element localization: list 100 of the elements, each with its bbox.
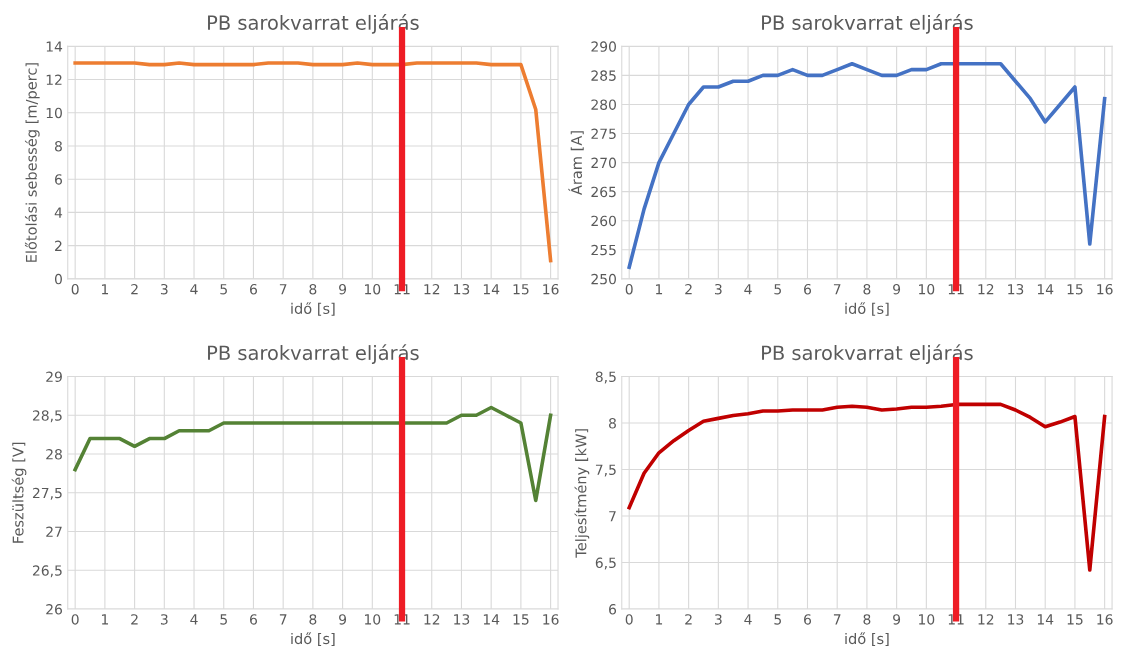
x-tick-label: 11 — [394, 614, 410, 625]
x-tick-label: 6 — [804, 283, 812, 295]
x-tick-label: 1 — [656, 614, 663, 625]
y-tick-label: 14 — [46, 41, 63, 52]
x-tick-label: 11 — [948, 614, 964, 625]
y-tick-label: 26 — [46, 604, 62, 615]
chart-title: PB sarokvarrat eljárás — [208, 14, 419, 34]
y-tick-label: 270 — [591, 157, 616, 169]
chart-title: PB sarokvarrat eljárás — [208, 344, 419, 364]
x-tick-label: 9 — [339, 614, 347, 625]
x-tick-label: 1 — [656, 284, 663, 295]
x-tick-label: 3 — [714, 283, 722, 295]
x-tick-label: 10 — [365, 614, 381, 625]
y-tick-label: 255 — [591, 244, 616, 256]
x-tick-label: 4 — [190, 284, 198, 295]
x-tick-label: 8 — [309, 614, 317, 625]
y-tick-label: 7 — [609, 511, 616, 522]
line-series — [627, 402, 1107, 572]
x-tick-label: 2 — [685, 283, 692, 295]
y-tick-label: 285 — [591, 70, 616, 81]
y-axis-title: Áram [A] — [568, 131, 584, 196]
line-series — [73, 61, 553, 263]
x-tick-label: 12 — [424, 614, 440, 625]
x-tick-label: 0 — [625, 614, 633, 625]
x-tick-label: 9 — [339, 283, 347, 295]
x-tick-label: 10 — [919, 283, 935, 295]
y-tick-label: 4 — [54, 207, 63, 218]
x-tick-label: 9 — [893, 614, 901, 625]
x-tick-label: 16 — [543, 283, 559, 295]
y-tick-label: 275 — [591, 128, 616, 140]
x-tick-label: 16 — [543, 614, 559, 625]
y-axis-title: Előtolási sebesség [m/perc] — [24, 63, 40, 262]
y-tick-label: 26,5 — [32, 565, 62, 578]
x-tick-label: 7 — [279, 284, 287, 295]
x-tick-label: 5 — [774, 284, 781, 295]
x-tick-label: 0 — [71, 614, 79, 625]
x-tick-label: 13 — [454, 614, 470, 625]
x-tick-label: 4 — [744, 614, 752, 625]
x-tick-label: 2 — [131, 614, 138, 625]
line-series — [73, 405, 553, 503]
x-tick-label: 5 — [774, 614, 781, 625]
y-tick-label: 8,5 — [595, 371, 616, 384]
y-tick-label: 260 — [591, 215, 616, 227]
x-tick-label: 14 — [1037, 614, 1054, 625]
x-tick-label: 8 — [863, 283, 871, 295]
x-tick-label: 3 — [714, 614, 722, 625]
x-tick-label: 4 — [744, 284, 752, 295]
x-tick-label: 12 — [424, 283, 440, 295]
x-tick-label: 15 — [513, 614, 529, 625]
x-tick-label: 5 — [220, 284, 227, 295]
x-tick-label: 8 — [863, 614, 871, 625]
x-tick-label: 12 — [978, 614, 994, 625]
x-tick-label: 10 — [919, 614, 935, 625]
line-series — [627, 61, 1107, 270]
x-tick-label: 15 — [1067, 614, 1083, 625]
x-tick-label: 7 — [833, 614, 841, 625]
x-tick-label: 3 — [160, 283, 168, 295]
y-tick-label: 6,5 — [595, 557, 616, 570]
chart-title: PB sarokvarrat eljárás — [762, 344, 973, 364]
y-tick-label: 29 — [46, 371, 62, 382]
x-tick-label: 3 — [160, 614, 168, 625]
y-tick-label: 6 — [609, 604, 617, 615]
x-tick-label: 1 — [101, 614, 109, 625]
y-tick-label: 280 — [591, 99, 616, 110]
x-tick-label: 0 — [625, 283, 633, 295]
x-tick-label: 16 — [1097, 283, 1113, 295]
x-tick-label: 15 — [513, 284, 529, 295]
y-tick-label: 6 — [55, 174, 62, 185]
x-tick-label: 11 — [394, 284, 410, 295]
y-tick-label: 2 — [55, 240, 62, 251]
x-tick-label: 12 — [978, 283, 994, 295]
x-tick-label: 6 — [250, 614, 257, 625]
x-tick-label: 2 — [131, 283, 138, 295]
x-tick-label: 11 — [948, 284, 964, 295]
y-tick-label: 28,5 — [32, 410, 62, 423]
y-axis-title: Teljesítmény [kW] — [574, 429, 590, 558]
x-tick-label: 13 — [1008, 283, 1024, 295]
y-tick-label: 290 — [591, 41, 616, 52]
x-tick-label: 6 — [250, 283, 257, 295]
y-tick-label: 7,5 — [595, 464, 616, 477]
y-tick-label: 8 — [54, 140, 62, 152]
x-axis-title: idő [s] — [291, 302, 335, 316]
y-tick-label: 12 — [46, 74, 62, 85]
x-tick-label: 2 — [685, 614, 692, 625]
y-tick-label: 8 — [609, 417, 616, 429]
y-tick-label: 28 — [46, 448, 62, 460]
x-tick-label: 7 — [279, 614, 287, 625]
x-tick-label: 14 — [483, 614, 500, 625]
x-tick-label: 0 — [71, 283, 79, 295]
x-tick-label: 14 — [1037, 284, 1054, 295]
x-tick-label: 4 — [190, 614, 198, 625]
x-tick-label: 13 — [454, 283, 470, 295]
x-tick-label: 16 — [1097, 614, 1113, 625]
x-tick-label: 5 — [220, 614, 227, 625]
y-axis-title: Feszültség [V] — [11, 442, 27, 543]
x-axis-title: idő [s] — [291, 632, 335, 646]
y-tick-label: 250 — [591, 273, 616, 285]
x-tick-label: 14 — [483, 284, 500, 295]
y-tick-label: 265 — [591, 186, 616, 198]
chart-title: PB sarokvarrat eljárás — [762, 14, 973, 34]
